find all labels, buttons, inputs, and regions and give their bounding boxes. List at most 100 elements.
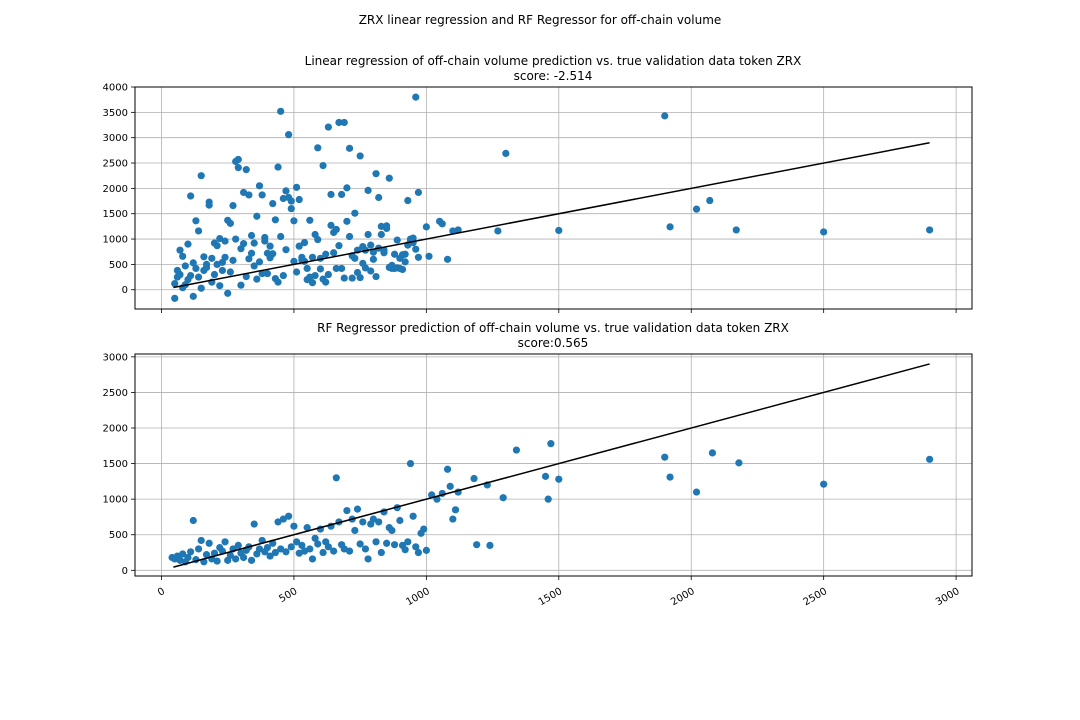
linear-regression-data-point [322,278,330,286]
rf-regressor-grid [135,354,972,576]
linear-regression-data-point [324,123,332,131]
linear-regression-data-point [266,242,274,250]
rf-regressor-data-point [308,555,317,563]
rf-regressor-data-point [345,547,354,555]
rf-regressor-data-point [396,516,404,525]
rf-regressor-data-point [290,522,298,530]
rf-regressor-data-point [319,548,327,557]
rf-regressor-identity-line [173,363,930,568]
linear-regression-data-point [364,230,372,239]
linear-regression-data-point [332,264,340,273]
linear-regression-data-point [290,257,298,265]
linear-regression-data-point [443,255,452,263]
linear-regression-data-point [314,235,322,244]
rf-regressor-data-point [555,475,563,483]
rf-regressor-data-point [266,552,274,560]
rf-regressor-data-point [735,459,743,467]
rf-regressor-data-point [247,556,256,564]
linear-regression-data-point [343,184,351,192]
rf-regressor-score: score:0.565 [518,336,589,350]
rf-regressor-data-point [287,543,295,551]
rf-regressor-data-point [202,551,211,559]
rf-regressor-data-point [364,555,372,563]
linear-regression-data-point [258,191,266,199]
linear-regression-data-point [338,264,346,273]
linear-regression-data-point [661,112,669,120]
rf-regressor-data-point [390,541,399,549]
linear-regression-data-point [239,240,248,248]
rf-regressor-data-point [285,512,293,520]
rf-regressor-data-point [213,557,221,565]
linear-regression-data-point [287,197,295,205]
rf-regressor-data-point [353,505,362,513]
linear-regression-data-point [255,258,264,266]
linear-regression-data-point [401,258,409,266]
linear-regression-data-point [258,269,266,278]
linear-regression-data-point [412,245,420,253]
rf-regressor-data-point [372,538,380,546]
rf-regressor-ytick-label: 2000 [103,424,128,435]
rf-regressor-data-point [446,482,454,490]
linear-regression-ytick-label: 2000 [103,184,128,195]
rf-regressor-data-point [499,494,507,502]
linear-regression-data-point [274,163,282,171]
rf-regressor-data-point [369,515,377,523]
linear-regression-data-point [226,268,234,276]
rf-regressor-data-point [271,548,279,557]
linear-regression-ticks: 0 500 1000 1500 2000 2500 3000 3500 4000 [103,83,957,313]
rf-regressor-data-point [820,480,828,488]
linear-regression-data-point [234,155,242,164]
rf-regressor-data-point [330,547,338,555]
linear-regression-data-point [171,294,179,302]
rf-regressor-data-point [282,548,290,556]
linear-regression-data-point [666,223,674,231]
linear-regression-data-point [179,252,187,260]
linear-regression-data-point [234,163,242,172]
rf-regressor-data-point [197,536,205,545]
rf-regressor-data-point [541,472,550,480]
linear-regression-data-point [261,237,269,245]
linear-regression-data-point [197,284,205,292]
rf-regressor-data-point [239,553,248,562]
rf-regressor-data-point [277,545,285,553]
rf-regressor-title: RF Regressor prediction of off-chain vol… [317,321,789,335]
linear-regression-data-point [311,271,319,280]
linear-regression-data-point [189,292,197,300]
linear-regression-ytick-label: 3000 [103,133,128,144]
rf-regressor-data-point [512,446,521,454]
linear-regression-data-point [393,236,401,244]
linear-regression-data-point [245,191,253,199]
linear-regression-data-point [926,226,934,234]
linear-regression-data-point [324,270,332,279]
rf-regressor-ytick-label: 0 [122,566,128,577]
linear-regression-data-point [192,264,200,273]
rf-regressor-data-point [314,540,322,548]
linear-regression-data-point [351,209,359,217]
linear-regression-data-point [229,202,237,210]
linear-regression-data-point [187,271,195,280]
rf-regressor-data-point [412,543,420,551]
linear-regression-data-point [375,193,383,202]
linear-regression-data-point [247,249,256,257]
linear-regression-data-point [335,118,343,127]
linear-regression-data-point [494,227,502,235]
linear-regression-data-point [205,201,213,209]
linear-regression-data-point [247,231,256,240]
linear-regression-data-point [271,216,279,224]
linear-regression-data-point [274,278,282,286]
rf-regressor-data-point [359,518,367,526]
rf-regressor-data-point [420,525,428,533]
rf-regressor-data-point [666,473,674,481]
linear-regression-data-point [287,205,295,213]
rf-regressor-data-point [708,449,717,457]
linear-regression-data-point [216,282,224,290]
rf-regressor-data-point [388,526,396,535]
linear-regression-data-point [383,222,391,230]
rf-regressor-data-point [221,538,229,546]
linear-regression-data-point [229,256,237,264]
linear-regression-data-point [820,228,828,236]
rf-regressor-data-point [274,518,282,526]
linear-regression-ytick-label: 0 [122,285,128,296]
rf-regressor-data-point [343,506,351,515]
